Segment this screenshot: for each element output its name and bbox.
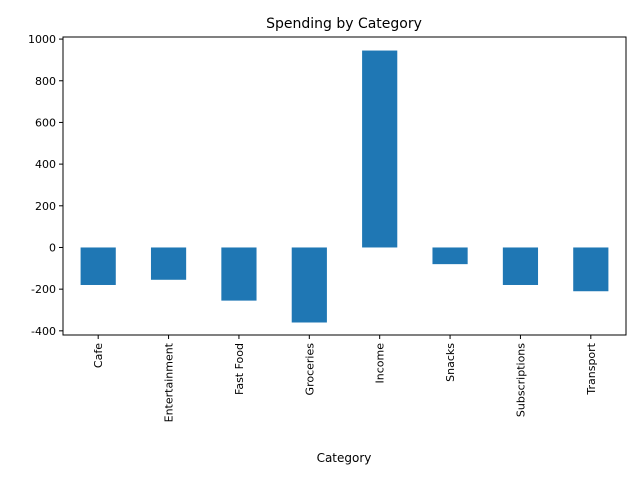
y-axis: -400 -200 0 200 400 600 800 1000 (28, 33, 63, 338)
bars-group (80, 50, 609, 323)
bar-snacks (432, 247, 468, 265)
bar-subscriptions (502, 247, 539, 285)
x-tick-label: Subscriptions (514, 343, 527, 417)
x-tick-label: Fast Food (233, 343, 246, 395)
bar-income (362, 50, 398, 248)
y-tick-label: 0 (49, 241, 56, 254)
chart-title: Spending by Category (266, 16, 422, 32)
x-tick-label: Entertainment (163, 342, 176, 422)
y-tick-label: 1000 (28, 33, 56, 46)
bar-cafe (80, 247, 116, 285)
x-tick-label: Transport (585, 342, 598, 395)
y-tick-label: 600 (35, 116, 56, 129)
bar-transport (573, 247, 609, 292)
x-tick-label: Cafe (92, 343, 105, 368)
x-axis: Cafe Entertainment Fast Food Groceries Incom… (92, 335, 598, 422)
plot-frame (62, 36, 627, 336)
x-axis-label: Category (317, 451, 372, 465)
x-tick-label: Snacks (444, 343, 457, 382)
y-tick-label: 800 (35, 75, 56, 88)
y-tick-label: -400 (31, 325, 56, 338)
bar-fast-food (221, 247, 257, 301)
y-tick-label: 400 (35, 158, 56, 171)
bar-groceries (291, 247, 327, 323)
y-tick-label: -200 (31, 283, 56, 296)
x-tick-label: Groceries (303, 343, 316, 396)
bar-entertainment (150, 247, 187, 280)
y-tick-label: 200 (35, 200, 56, 213)
x-tick-label: Income (374, 343, 387, 384)
